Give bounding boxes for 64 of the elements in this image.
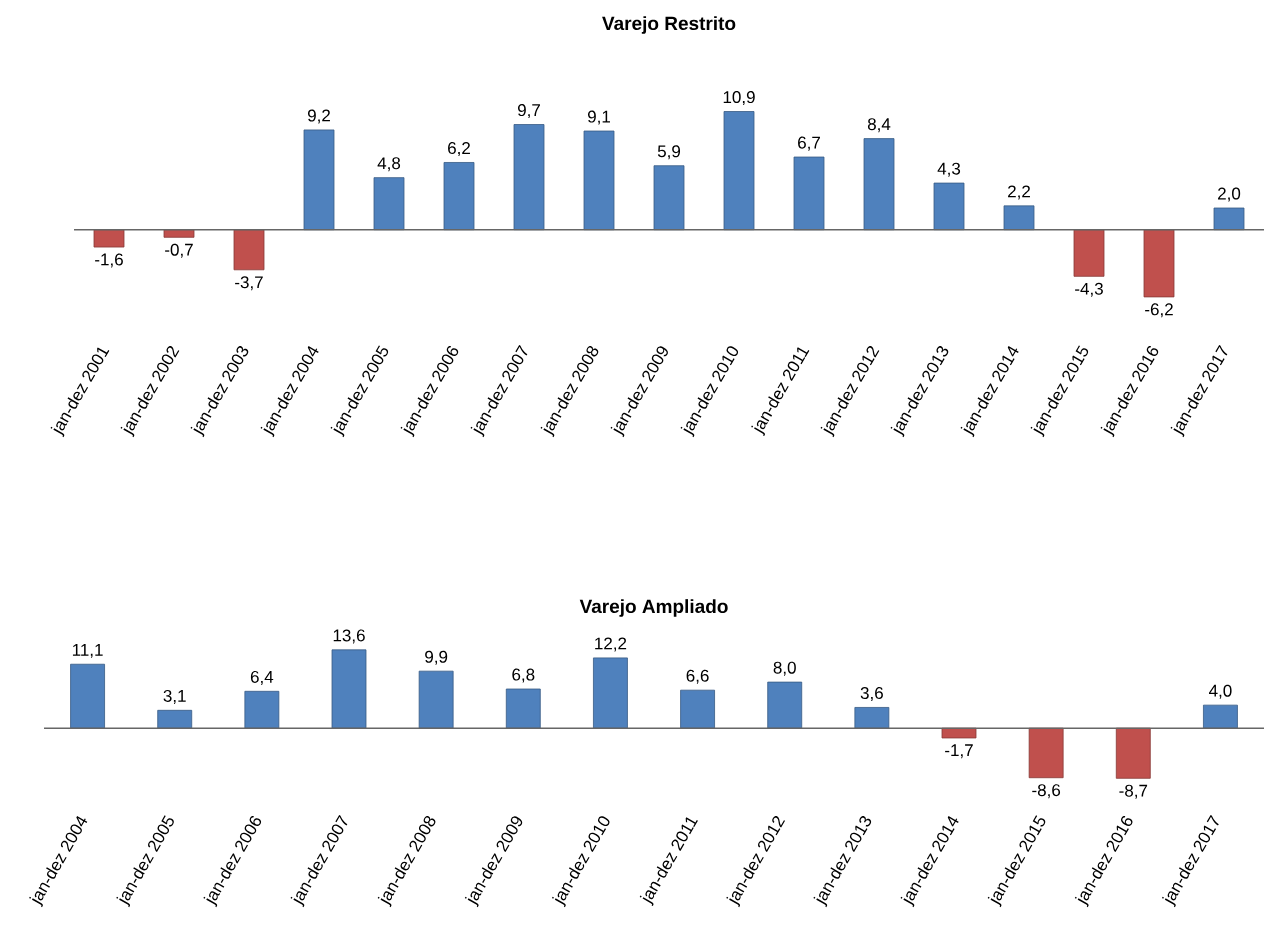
data-label: -4,3 [1075,282,1103,297]
data-label: -0,7 [165,243,193,258]
bar [1073,229,1105,277]
data-label: -3,7 [235,276,263,291]
data-label: 10,9 [723,91,755,106]
chart-title: Varejo Restrito [602,16,736,34]
bar [513,124,545,231]
bar [418,670,454,729]
bar [793,156,825,231]
bar [593,657,628,729]
data-label: 8,0 [773,661,796,676]
data-label: 4,8 [377,157,401,172]
bar [157,709,193,729]
data-label: 8,4 [867,118,891,133]
data-label: 5,9 [657,145,681,160]
data-label: 9,7 [517,104,540,119]
data-label: -1,6 [95,253,123,268]
bar [1115,727,1151,779]
bar [1028,727,1064,779]
bar [933,182,965,231]
data-label: 12,2 [595,637,627,652]
chart-title: Varejo Ampliado [579,599,728,617]
bar [767,681,803,729]
bar [303,129,335,231]
data-label: 6,6 [686,669,709,684]
data-label: 2,2 [1008,185,1030,200]
data-label: 9,1 [587,110,610,125]
bar [941,727,977,739]
bar [1203,704,1238,729]
data-label: 6,7 [798,136,820,151]
data-label: 3,6 [860,687,883,702]
bar [1143,229,1175,298]
data-label: 4,0 [1209,684,1232,699]
data-label: 6,4 [250,670,274,685]
data-label: 11,1 [72,643,103,658]
bar [1003,205,1035,231]
data-label: -8,6 [1032,784,1061,799]
bar [331,649,367,729]
data-label: -1,7 [945,744,973,759]
bar [505,688,541,729]
bar [443,162,475,231]
bar [1213,207,1245,231]
bar [93,229,125,248]
data-label: 13,6 [333,629,365,644]
data-label: -8,7 [1119,784,1148,799]
bar [583,130,615,231]
bar [233,229,265,271]
data-label: 9,9 [425,650,448,665]
bar [854,707,890,729]
data-label: 3,1 [163,689,186,704]
data-label: -6,2 [1145,303,1173,318]
data-label: 4,3 [937,162,961,177]
bar [680,689,715,729]
bar [723,111,755,231]
bar [653,165,685,231]
data-label: 2,0 [1218,187,1241,202]
data-label: 9,2 [307,109,330,124]
data-label: 6,2 [448,142,470,157]
bar [373,177,405,231]
bar [244,690,280,729]
bar [70,663,105,729]
data-label: 6,8 [512,668,535,683]
bar [863,138,895,231]
bar [163,229,195,238]
